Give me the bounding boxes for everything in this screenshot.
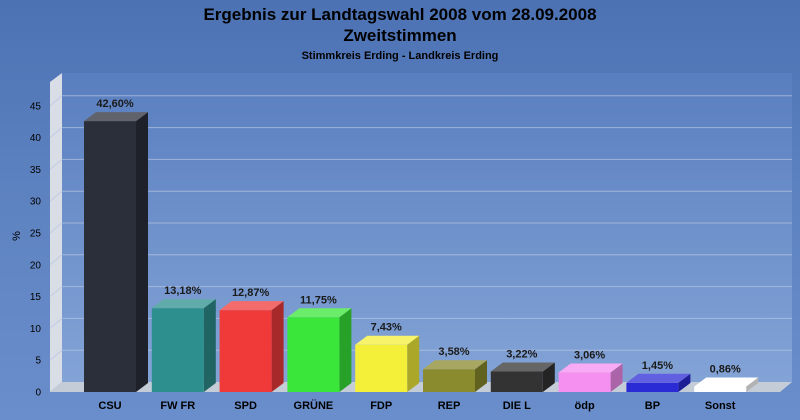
y-tick-label: 10 [30, 324, 42, 335]
bar-top [626, 373, 691, 383]
category-label: DIE L [503, 400, 531, 412]
category-label: REP [438, 400, 461, 412]
y-tick-label: 15 [30, 292, 42, 303]
gridline [49, 190, 792, 202]
y-tick-label: 30 [30, 197, 42, 208]
category-label: ödp [575, 400, 595, 412]
bar-top [219, 301, 284, 311]
bar-top [694, 377, 759, 387]
bar-side [203, 299, 216, 392]
y-tick-label: 25 [30, 229, 42, 240]
value-label: 42,60% [96, 98, 134, 110]
bar-side [271, 301, 284, 392]
y-tick-label: 5 [35, 356, 41, 367]
bar-top [84, 112, 148, 122]
y-axis-ticks: 0 5 10 15 20 25 30 35 40 45 [30, 101, 42, 398]
bar-top [423, 360, 487, 370]
bar-DIE L [490, 362, 555, 392]
category-label: SPD [234, 400, 257, 412]
bar-side [475, 360, 487, 392]
bar-front [694, 386, 747, 392]
value-label: 13,18% [164, 285, 202, 297]
bar-side [678, 373, 691, 392]
chart-subtitle: Stimmkreis Erding - Landkreis Erding [301, 50, 499, 62]
bar-front [490, 371, 543, 392]
category-label: GRÜNE [294, 399, 334, 412]
bar-SPD [219, 301, 284, 392]
category-label: CSU [98, 400, 121, 412]
y-axis-label: % [11, 231, 23, 241]
bar-front [558, 372, 611, 392]
bar-CSU [84, 112, 148, 393]
bar-GRÜNE [287, 308, 352, 392]
value-label: 1,45% [642, 360, 673, 372]
bar-front [355, 344, 408, 392]
value-label: 7,43% [371, 322, 402, 334]
y-tick-label: 40 [30, 133, 42, 144]
bar-top [287, 308, 352, 318]
bar-front [626, 382, 679, 392]
gridline [49, 95, 792, 107]
gridline [49, 127, 792, 138]
gridline [49, 317, 792, 329]
value-labels: 42,60% 13,18% 12,87% 11,75% 7,43% 3,58% 3,22% 3… [96, 98, 741, 375]
bar-top [558, 363, 623, 373]
gridline [49, 286, 792, 297]
bar-front [151, 308, 204, 392]
bar-REP [423, 360, 487, 392]
value-label: 3,06% [574, 350, 605, 362]
gridlines [49, 95, 792, 361]
category-label: BP [645, 400, 660, 412]
value-label: 11,75% [300, 294, 337, 306]
bar-FW FR [151, 299, 216, 392]
chart-title: Ergebnis zur Landtagswahl 2008 vom 28.09… [203, 5, 597, 24]
bar-Sonst [694, 377, 759, 392]
chart-titles: Ergebnis zur Landtagswahl 2008 vom 28.09… [0, 4, 800, 64]
bar-side [746, 377, 759, 392]
bar-top [151, 299, 216, 309]
bar-side [610, 363, 623, 392]
bar-top [490, 362, 555, 372]
bar-front [287, 317, 340, 392]
gridline [49, 254, 792, 266]
value-label: 3,58% [438, 346, 469, 358]
y-tick-label: 0 [35, 388, 41, 399]
bar-side [542, 362, 555, 392]
gridline [49, 158, 792, 170]
gridline [49, 222, 792, 234]
bar-side [136, 112, 148, 393]
value-label: 0,86% [710, 364, 741, 376]
bar-front [219, 310, 272, 392]
bar-side [339, 308, 352, 392]
category-label: FW FR [160, 400, 195, 412]
left-wall [50, 73, 62, 392]
bar-top [355, 335, 420, 345]
bar-front [84, 121, 136, 393]
category-label: FDP [370, 400, 392, 412]
y-tick-label: 45 [30, 101, 42, 112]
bar-FDP [355, 335, 420, 392]
bar-side [407, 335, 420, 392]
bar-ödp [558, 363, 623, 392]
gridline [49, 349, 792, 361]
category-label: Sonst [705, 400, 736, 412]
bar-BP [626, 373, 691, 392]
chart-title-2: Zweitstimmen [343, 26, 457, 45]
y-tick-label: 35 [30, 165, 42, 176]
category-labels: CSU FW FR SPD GRÜNE FDP REP DIE L ödp BP Sonst [98, 399, 735, 412]
value-label: 3,22% [506, 349, 537, 361]
value-label: 12,87% [232, 287, 270, 299]
y-tick-label: 20 [30, 260, 42, 271]
bar-front [423, 369, 475, 392]
bars [84, 112, 759, 393]
